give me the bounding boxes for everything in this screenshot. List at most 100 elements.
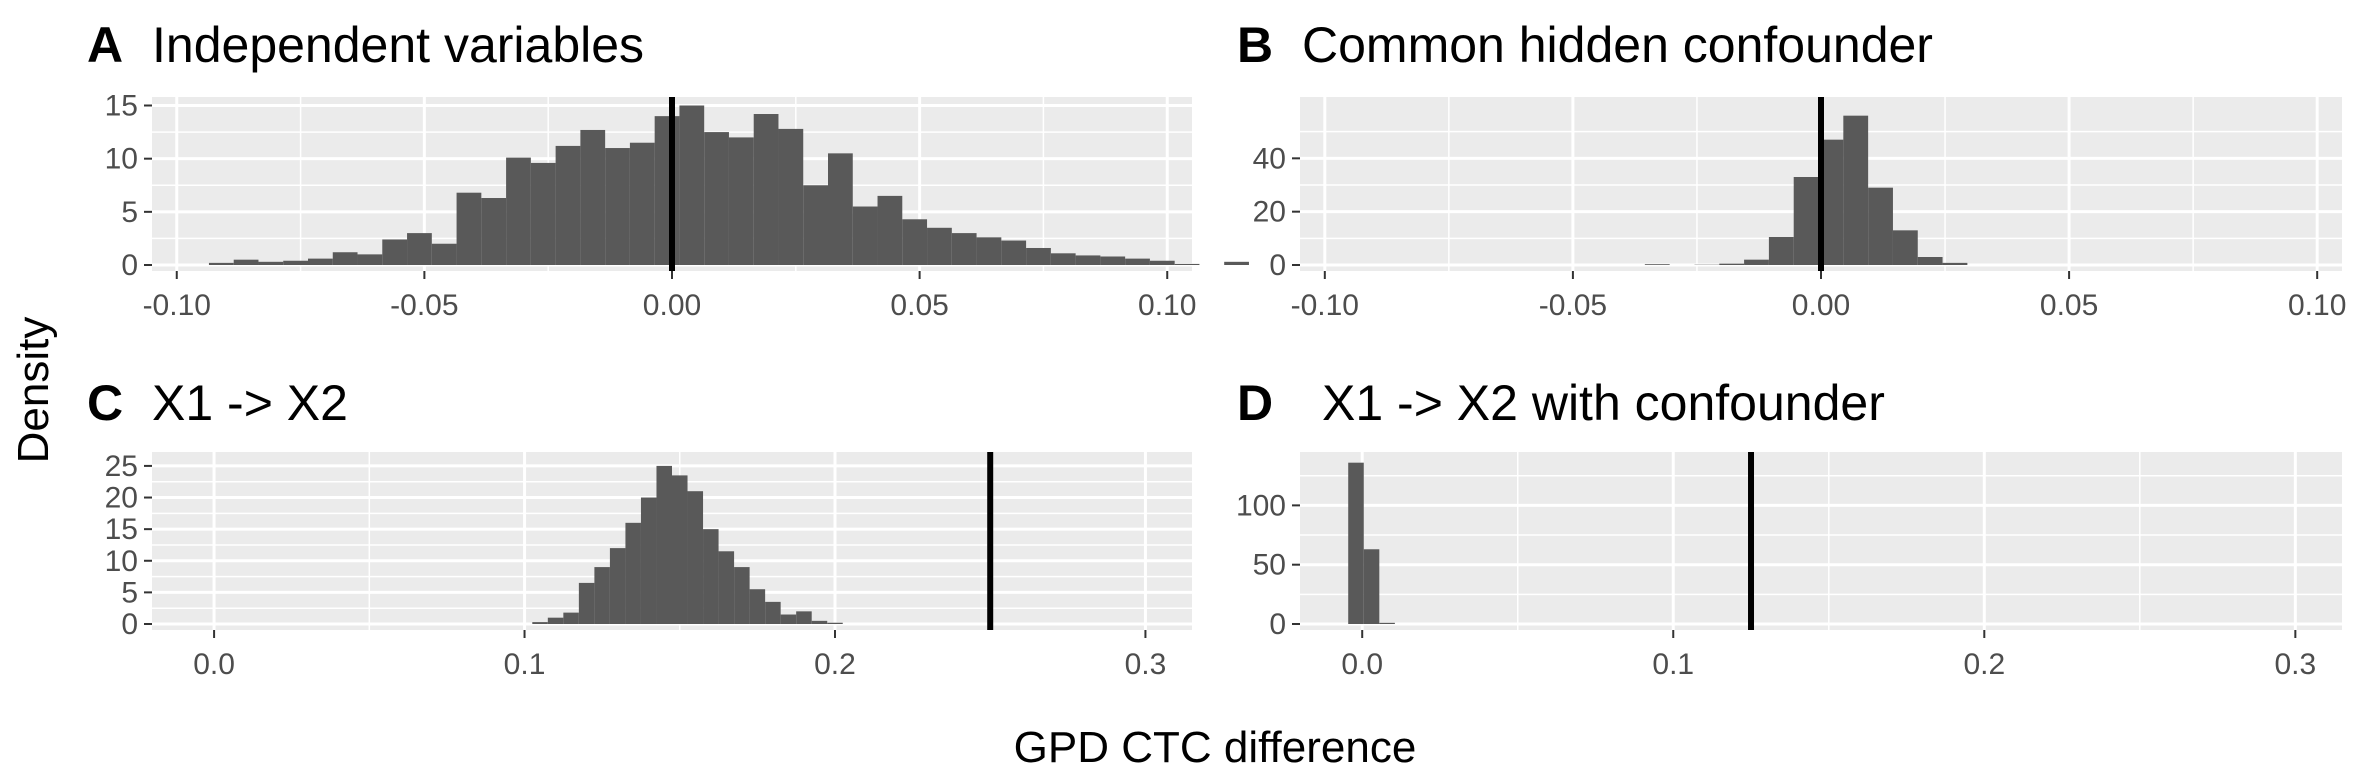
panel-d-y-tick-label-2: 100 (1236, 489, 1286, 522)
panel-b-x-axis: -0.10 -0.05 0.00 0.05 0.10 (1291, 271, 2346, 322)
panel-a-bar-11 (481, 198, 507, 265)
panel-b-letter: B (1237, 17, 1273, 73)
panel-d-x-tick-label-2: 0.2 (1963, 648, 2005, 681)
panel-c-bar-18 (811, 620, 828, 624)
panel-c-bar-8 (656, 465, 672, 624)
panel-a-bar-35 (1075, 255, 1101, 265)
panel-a-bar-5 (332, 252, 358, 265)
panel-c-y-tick-label-1: 5 (121, 576, 138, 609)
panel-b-bar-8 (1843, 115, 1869, 266)
panel-a-x-tick-label-3: 0.05 (890, 289, 948, 322)
panel-a-bar-26 (852, 206, 878, 265)
panel-d-y-tick-label-0: 0 (1269, 608, 1286, 641)
panel-a-bar-3 (283, 260, 308, 265)
panel-d-bars (1348, 462, 1395, 624)
panel-a-bar-17 (629, 142, 655, 265)
x-axis-title: GPD CTC difference (1014, 723, 1417, 772)
panel-a-bar-34 (1050, 253, 1076, 265)
panel-d-x-tick-label-3: 0.3 (2274, 648, 2316, 681)
panel-b-bars (1644, 115, 1968, 266)
panel-b-bar-5 (1768, 237, 1794, 265)
panel-c-bar-1 (547, 617, 564, 624)
panel-b-title: Common hidden confounder (1302, 17, 1933, 73)
panel-d-y-tick-label-1: 50 (1253, 549, 1286, 582)
panel-a-x-tick-label-1: -0.05 (390, 289, 458, 322)
panel-a-bar-14 (555, 145, 581, 265)
panel-c-y-tick-label-3: 15 (105, 513, 138, 546)
panel-c-letter: C (87, 375, 123, 431)
panel-d-x-tick-label-0: 0.0 (1341, 648, 1383, 681)
panel-b-bar-4 (1744, 259, 1769, 265)
panel-a-y-tick-label-2: 10 (105, 143, 138, 176)
panel-c-bar-13 (734, 567, 750, 624)
panel-c-bar-5 (609, 548, 626, 624)
panel-d-bar-1 (1363, 549, 1380, 624)
panel-d-letter: D (1237, 375, 1273, 431)
panel-a-bar-22 (753, 114, 779, 265)
panel-b-bar-6 (1793, 177, 1819, 265)
panel-b-bar-0 (1644, 264, 1670, 265)
panel-a-bar-30 (951, 233, 977, 265)
panel-a-bar-25 (828, 153, 853, 265)
panel-a-bar-6 (357, 254, 383, 265)
panel-c-y-tick-label-0: 0 (121, 608, 138, 641)
panel-a-bar-7 (382, 239, 408, 265)
panel-a-letter: A (87, 17, 123, 73)
panel-a-bar-10 (456, 192, 482, 265)
panel-a-bar-37 (1125, 258, 1150, 265)
panel-c-bar-14 (749, 589, 766, 624)
panel-c-x-tick-label-2: 0.2 (814, 648, 856, 681)
panel-c-bars (532, 465, 843, 624)
panel-d-x-tick-label-1: 0.1 (1652, 648, 1694, 681)
panel-c-x-tick-label-1: 0.1 (504, 648, 546, 681)
panel-c-bar-11 (703, 529, 719, 624)
panel-b-x-tick-label-3: 0.05 (2040, 289, 2098, 322)
panel-b-y-tick-label-2: 40 (1253, 142, 1286, 175)
panel-c-y-tick-label-5: 25 (105, 450, 138, 483)
panel-b: B Common hidden confounder -0.10 -0.05 0.0… (1237, 17, 2346, 322)
panel-a-bar-19 (679, 105, 705, 265)
panel-a-bar-28 (902, 219, 928, 265)
panel-a-bar-1 (233, 259, 259, 265)
panel-a-bars (208, 105, 1249, 265)
panel-b-bar-3 (1719, 263, 1745, 265)
panel-c-bar-3 (578, 582, 595, 624)
panel-b-x-tick-label-0: -0.10 (1291, 289, 1359, 322)
panel-c-title: X1 -> X2 (152, 375, 348, 431)
panel-a-y-tick-label-3: 15 (105, 90, 138, 123)
panel-a-title: Independent variables (152, 17, 644, 73)
panel-b-x-tick-label-4: 0.10 (2288, 289, 2346, 322)
panel-d-bar-0 (1348, 462, 1364, 624)
panel-a-bar-4 (308, 258, 333, 265)
panel-b-bar-12 (1942, 262, 1968, 265)
panel-a-bar-31 (976, 237, 1002, 265)
panel-a-bar-12 (506, 157, 531, 265)
panel-b-y-tick-label-0: 0 (1269, 249, 1286, 282)
panel-c-bar-0 (532, 622, 548, 624)
panel-a-bar-33 (1026, 247, 1051, 265)
panel-a-bar-15 (580, 129, 606, 265)
panel-b-y-tick-label-1: 20 (1253, 196, 1286, 229)
y-axis-title: Density (9, 317, 58, 464)
panel-a-bar-20 (704, 132, 729, 265)
panel-a-bar-38 (1149, 260, 1175, 265)
panel-c-y-tick-label-2: 10 (105, 545, 138, 578)
panel-a-bar-21 (728, 137, 754, 265)
panel-a-bar-18 (654, 116, 680, 265)
panel-a-x-tick-label-2: 0.00 (643, 289, 701, 322)
panel-c-bar-2 (563, 612, 579, 624)
panel-a-x-axis: -0.10 -0.05 0.00 0.05 0.10 (143, 271, 1196, 322)
panel-a-y-tick-label-0: 0 (121, 249, 138, 282)
panel-a-x-tick-label-0: -0.10 (143, 289, 211, 322)
panel-a-bar-32 (1001, 240, 1027, 265)
panel-b-bar-9 (1868, 187, 1893, 265)
panel-a-bar-29 (927, 227, 952, 265)
panel-c-bar-7 (640, 497, 657, 624)
panel-d-x-axis: 0.0 0.1 0.2 0.3 (1341, 630, 2316, 681)
panel-c-x-axis: 0.0 0.1 0.2 0.3 (193, 630, 1166, 681)
panel-d-y-axis: 0 50 100 (1236, 489, 1300, 641)
panel-a-bar-2 (258, 261, 284, 265)
